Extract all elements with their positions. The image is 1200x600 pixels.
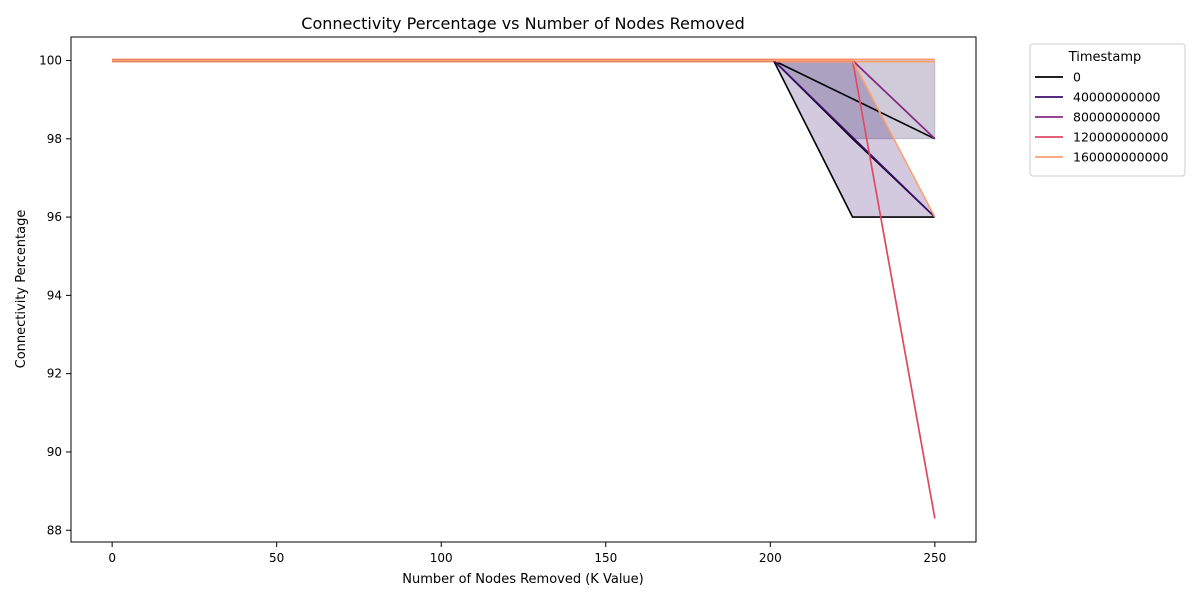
y-axis-ticks: 88 90 92 94 96 98 100 <box>39 53 71 537</box>
x-tick-label: 0 <box>108 551 116 565</box>
legend-label: 120000000000 <box>1073 130 1168 145</box>
legend-label: 160000000000 <box>1073 150 1168 165</box>
legend-label: 40000000000 <box>1073 90 1161 105</box>
x-tick-label: 50 <box>269 551 284 565</box>
x-tick-label: 150 <box>594 551 617 565</box>
extra-line-0 <box>773 59 936 140</box>
y-tick-label: 92 <box>47 367 62 381</box>
x-tick-label: 250 <box>923 551 946 565</box>
series-lines <box>112 58 936 519</box>
legend-label: 0 <box>1073 70 1081 85</box>
legend-frame <box>1029 43 1186 177</box>
y-tick-label: 90 <box>47 445 62 459</box>
x-tick-label: 200 <box>759 551 782 565</box>
plot-area-frame <box>70 36 977 543</box>
y-tick-label: 94 <box>47 288 62 302</box>
series-line-4 <box>112 59 936 218</box>
y-tick-label: 96 <box>47 210 62 224</box>
legend-items: 0 40000000000 80000000000 120000000000 16000… <box>1035 70 1168 165</box>
x-tick-label: 100 <box>430 551 453 565</box>
legend: Timestamp 0 40000000000 80000000000 1200000… <box>1029 43 1186 177</box>
x-axis-ticks: 0 50 100 150 200 250 <box>108 542 946 565</box>
legend-label: 80000000000 <box>1073 110 1161 125</box>
chart-title: Connectivity Percentage vs Number of Nod… <box>301 14 744 33</box>
y-axis-label: Connectivity Percentage <box>14 210 29 369</box>
y-tick-label: 88 <box>47 523 62 537</box>
y-tick-label: 98 <box>47 132 62 146</box>
y-tick-label: 100 <box>39 53 62 67</box>
legend-title: Timestamp <box>1068 50 1142 65</box>
x-axis-label: Number of Nodes Removed (K Value) <box>402 572 644 587</box>
